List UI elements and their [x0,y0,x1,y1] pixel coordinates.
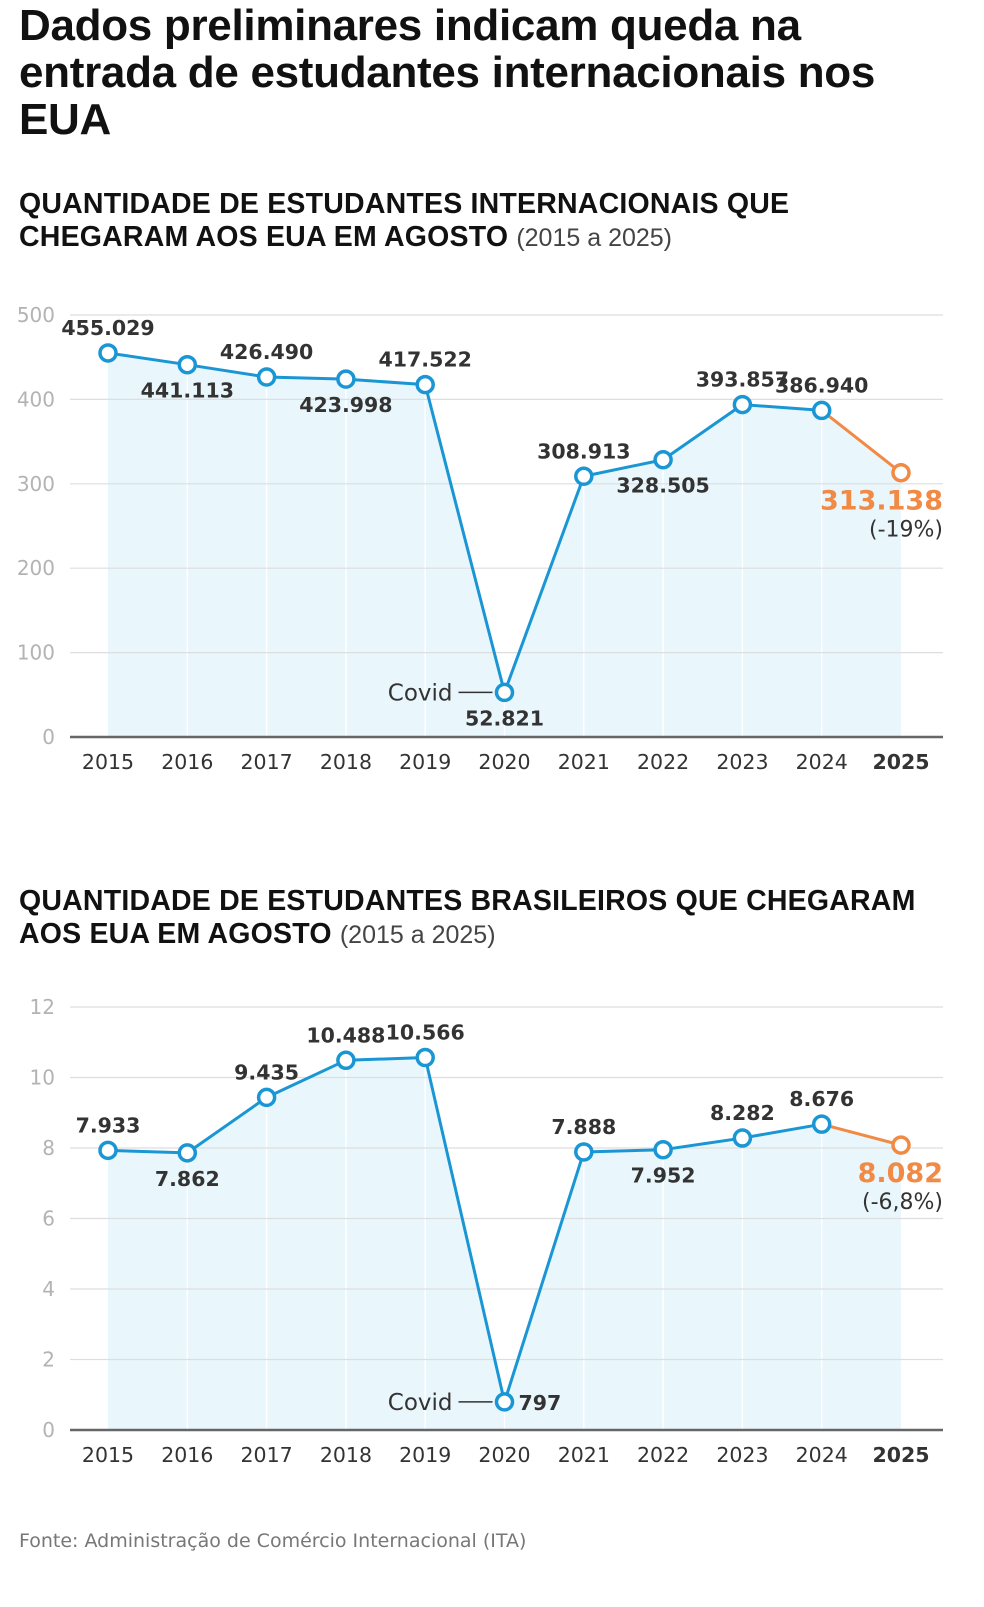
x-tick-label: 2019 [399,750,451,774]
data-point [494,682,515,703]
x-tick-label: 2015 [82,750,134,774]
y-tick-label: 12 [30,995,55,1019]
x-tick-label: 2022 [637,750,689,774]
data-point [415,374,435,395]
chart-1-title: QUANTIDADE DE ESTUDANTES INTERNACIONAIS … [19,188,919,255]
percent-change-annotation: (-19%) [869,518,943,543]
y-tick-label: 6 [42,1207,55,1231]
data-label: 9.435 [234,1060,299,1084]
x-tick-label: 2025 [872,750,929,774]
data-point [256,367,277,387]
data-label: 393.857 [696,368,789,392]
data-point [811,400,832,421]
data-point [336,1050,356,1071]
chart-international-students: 0 100 200 300 400 500 2015 2016 2017 2018 2019 2020… [17,303,943,774]
data-label: 7.862 [155,1167,220,1191]
x-tick-label: 2022 [637,1443,689,1467]
data-label: 7.888 [551,1115,616,1139]
y-tick-label: 0 [42,1418,55,1442]
y-tick-label: 8 [42,1136,55,1160]
data-label: 7.952 [631,1164,696,1188]
chart-brazilian-students: 0 2 4 6 8 10 12 2015 2016 2017 2018 2019 2020 2021 202… [30,995,943,1467]
x-tick-label: 2018 [320,1443,372,1467]
data-label: 386.940 [775,373,868,397]
data-point [574,1142,594,1162]
x-tick-label: 2015 [82,1443,134,1467]
data-label: 8.282 [710,1101,775,1125]
source-note: Fonte: Administração de Comércio Interna… [19,1530,527,1552]
data-label: 52.821 [465,706,544,730]
data-label: 426.490 [220,340,313,364]
series-line-projection [820,409,902,474]
y-tick-label: 400 [17,387,55,411]
y-tick-label: 500 [17,303,55,327]
x-tick-label: 2020 [478,1443,530,1467]
data-point [98,343,118,363]
x-tick-label: 2020 [478,750,530,774]
headline: Dados preliminares indicam queda na entr… [19,1,876,144]
y-tick-label: 10 [30,1066,55,1090]
data-point [177,1143,198,1163]
data-label: 797 [519,1391,562,1415]
x-tick-label: 2017 [241,750,293,774]
data-label: 10.566 [386,1021,465,1045]
data-point [256,1087,277,1108]
y-tick-label: 200 [17,556,55,580]
data-point [732,1128,753,1148]
x-tick-label: 2023 [716,1443,768,1467]
series-line [107,351,822,694]
chart-2-title: QUANTIDADE DE ESTUDANTES BRASILEIROS QUE… [19,885,919,952]
data-point [494,1392,515,1412]
y-tick-label: 2 [42,1348,55,1372]
y-tick-label: 300 [17,472,55,496]
data-label: 417.522 [379,348,472,372]
percent-change-annotation: (-6,8%) [862,1190,943,1215]
x-tick-label: 2017 [241,1443,293,1467]
data-point [336,369,356,389]
data-point [574,466,594,487]
area-fill [108,1057,901,1430]
x-tick-label: 2021 [558,750,610,774]
chart-2-title-range: (2015 a 2025) [339,921,496,949]
data-label-highlight: 313.138 [820,486,943,517]
x-tick-label: 2019 [399,1443,451,1467]
series-line-projection [821,1122,902,1147]
data-label: 10.488 [306,1023,385,1047]
data-label: 308.913 [537,439,630,463]
x-tick-label: 2024 [796,1443,848,1467]
data-point-highlight [891,462,911,483]
x-tick-label: 2018 [320,750,372,774]
chart-1-title-range: (2015 a 2025) [516,224,673,252]
y-tick-label: 100 [17,641,55,665]
y-tick-label: 4 [42,1277,55,1301]
data-label: 455.029 [61,316,154,340]
data-label: 7.933 [76,1113,141,1137]
data-point [811,1114,832,1134]
data-label: 8.676 [789,1087,854,1111]
data-point [653,449,673,470]
x-tick-label: 2024 [796,750,848,774]
data-point [177,354,198,375]
data-point-highlight [891,1135,911,1155]
data-point [415,1047,435,1068]
series-line [107,1056,822,1404]
x-tick-label: 2016 [161,1443,213,1467]
covid-annotation: Covid [388,680,453,706]
x-tick-label: 2025 [872,1443,929,1467]
data-point [732,394,753,415]
data-point [98,1140,118,1161]
x-tick-label: 2016 [161,750,213,774]
data-label: 441.113 [141,379,234,403]
data-label-highlight: 8.082 [858,1158,943,1189]
data-label: 328.505 [616,474,709,498]
x-tick-label: 2023 [716,750,768,774]
y-tick-label: 0 [42,725,55,749]
chart-1-title-text: QUANTIDADE DE ESTUDANTES INTERNACIONAIS … [19,188,790,253]
x-tick-label: 2021 [558,1443,610,1467]
chart-2-title-text: QUANTIDADE DE ESTUDANTES BRASILEIROS QUE… [19,885,916,950]
data-point [653,1139,673,1160]
covid-annotation: Covid [388,1390,453,1416]
data-label: 423.998 [299,393,392,417]
area-fill [108,352,901,737]
